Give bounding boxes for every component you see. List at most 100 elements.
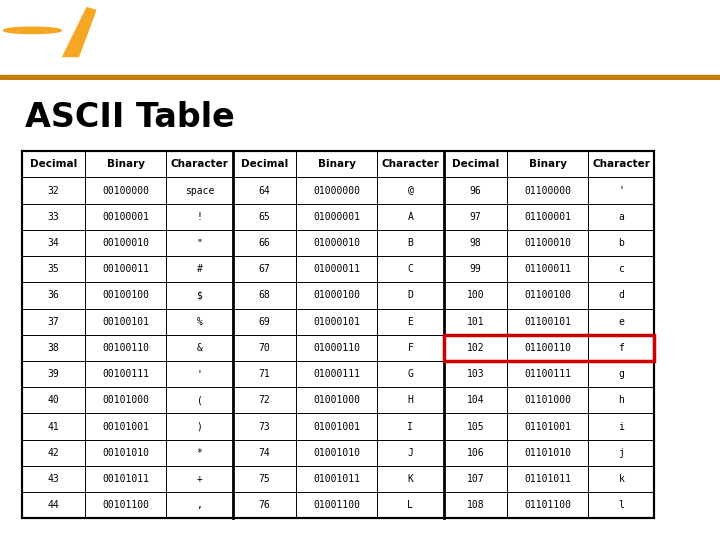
Text: 01001000: 01001000: [313, 395, 360, 406]
Text: ): ): [197, 422, 202, 431]
Text: D: D: [408, 291, 413, 300]
Text: 38: 38: [48, 343, 59, 353]
Text: 01000111: 01000111: [313, 369, 360, 379]
Text: space: space: [185, 186, 214, 195]
Text: 104: 104: [467, 395, 484, 406]
Text: 69: 69: [258, 316, 270, 327]
Polygon shape: [22, 4, 86, 56]
Text: B: B: [408, 238, 413, 248]
Text: H: H: [408, 395, 413, 406]
Text: h: h: [618, 395, 624, 406]
Text: 01001001: 01001001: [313, 422, 360, 431]
Text: #: #: [197, 264, 202, 274]
Text: 39: 39: [48, 369, 59, 379]
Text: 37: 37: [48, 316, 59, 327]
Text: 01000001: 01000001: [313, 212, 360, 222]
Text: Decimal: Decimal: [30, 159, 77, 170]
Text: d: d: [618, 291, 624, 300]
Text: 98: 98: [469, 238, 481, 248]
Text: ': ': [618, 186, 624, 195]
Text: 01001011: 01001011: [313, 474, 360, 484]
Text: 73: 73: [258, 422, 270, 431]
Text: 01100111: 01100111: [524, 369, 571, 379]
Text: Binary: Binary: [528, 159, 567, 170]
Text: e: e: [618, 316, 624, 327]
Text: Decimal: Decimal: [240, 159, 288, 170]
Text: 01101000: 01101000: [524, 395, 571, 406]
Bar: [0, 75, 720, 80]
Text: @: @: [408, 186, 413, 195]
Text: k: k: [618, 474, 624, 484]
Text: 01000010: 01000010: [313, 238, 360, 248]
Text: 01000100: 01000100: [313, 291, 360, 300]
Text: Character: Character: [171, 159, 228, 170]
Text: 67: 67: [258, 264, 270, 274]
Text: 01100010: 01100010: [524, 238, 571, 248]
Text: +: +: [197, 474, 202, 484]
Text: PG: PG: [119, 24, 151, 44]
Text: 00100000: 00100000: [102, 186, 149, 195]
Text: 01101100: 01101100: [524, 500, 571, 510]
Text: 106: 106: [467, 448, 484, 458]
Text: *: *: [197, 448, 202, 458]
Text: !: !: [197, 212, 202, 222]
Text: J: J: [408, 448, 413, 458]
Text: 34: 34: [48, 238, 59, 248]
Text: 105: 105: [467, 422, 484, 431]
Text: Binary: Binary: [318, 159, 356, 170]
Text: 01100000: 01100000: [524, 186, 571, 195]
Text: A: A: [408, 212, 413, 222]
Text: l: l: [618, 500, 624, 510]
Text: 102: 102: [467, 343, 484, 353]
Text: 103: 103: [467, 369, 484, 379]
Text: 41: 41: [48, 422, 59, 431]
Text: Binary: Binary: [107, 159, 145, 170]
Text: 01000011: 01000011: [313, 264, 360, 274]
Text: c: c: [618, 264, 624, 274]
Text: I: I: [408, 422, 413, 431]
Bar: [22, 151, 654, 518]
Text: L: L: [408, 500, 413, 510]
Text: Character: Character: [382, 159, 439, 170]
Text: 64: 64: [258, 186, 270, 195]
Text: 01001100: 01001100: [313, 500, 360, 510]
Text: Understanding Computers: Understanding Computers: [512, 15, 706, 30]
Text: (: (: [197, 395, 202, 406]
Text: a: a: [618, 212, 624, 222]
Text: b: b: [618, 238, 624, 248]
Text: G: G: [408, 369, 413, 379]
Text: 01000110: 01000110: [313, 343, 360, 353]
Text: 107: 107: [467, 474, 484, 484]
Text: 36: 36: [48, 291, 59, 300]
Text: 33: 33: [48, 212, 59, 222]
Text: g: g: [618, 369, 624, 379]
Text: E: E: [408, 316, 413, 327]
Text: f: f: [618, 343, 624, 353]
Text: 00100011: 00100011: [102, 264, 149, 274]
Text: 70: 70: [258, 343, 270, 353]
Text: ONLINE: ONLINE: [169, 24, 232, 43]
Text: 01001010: 01001010: [313, 448, 360, 458]
Text: 42: 42: [48, 448, 59, 458]
Text: 01100011: 01100011: [524, 264, 571, 274]
Text: 71: 71: [258, 369, 270, 379]
Text: Decimal: Decimal: [451, 159, 499, 170]
Text: 44: 44: [48, 500, 59, 510]
Text: j: j: [618, 448, 624, 458]
Text: F: F: [408, 343, 413, 353]
Text: 01101011: 01101011: [524, 474, 571, 484]
Text: 74: 74: [258, 448, 270, 458]
Text: Character: Character: [593, 159, 650, 170]
Circle shape: [4, 27, 61, 33]
Text: $: $: [197, 291, 202, 300]
Text: 65: 65: [258, 212, 270, 222]
Text: 00101100: 00101100: [102, 500, 149, 510]
Text: 00101001: 00101001: [102, 422, 149, 431]
Text: 00100111: 00100111: [102, 369, 149, 379]
Text: 01101001: 01101001: [524, 422, 571, 431]
Text: 01100001: 01100001: [524, 212, 571, 222]
Text: 00101011: 00101011: [102, 474, 149, 484]
Text: 32: 32: [48, 186, 59, 195]
Text: 00100100: 00100100: [102, 291, 149, 300]
Polygon shape: [61, 6, 97, 58]
